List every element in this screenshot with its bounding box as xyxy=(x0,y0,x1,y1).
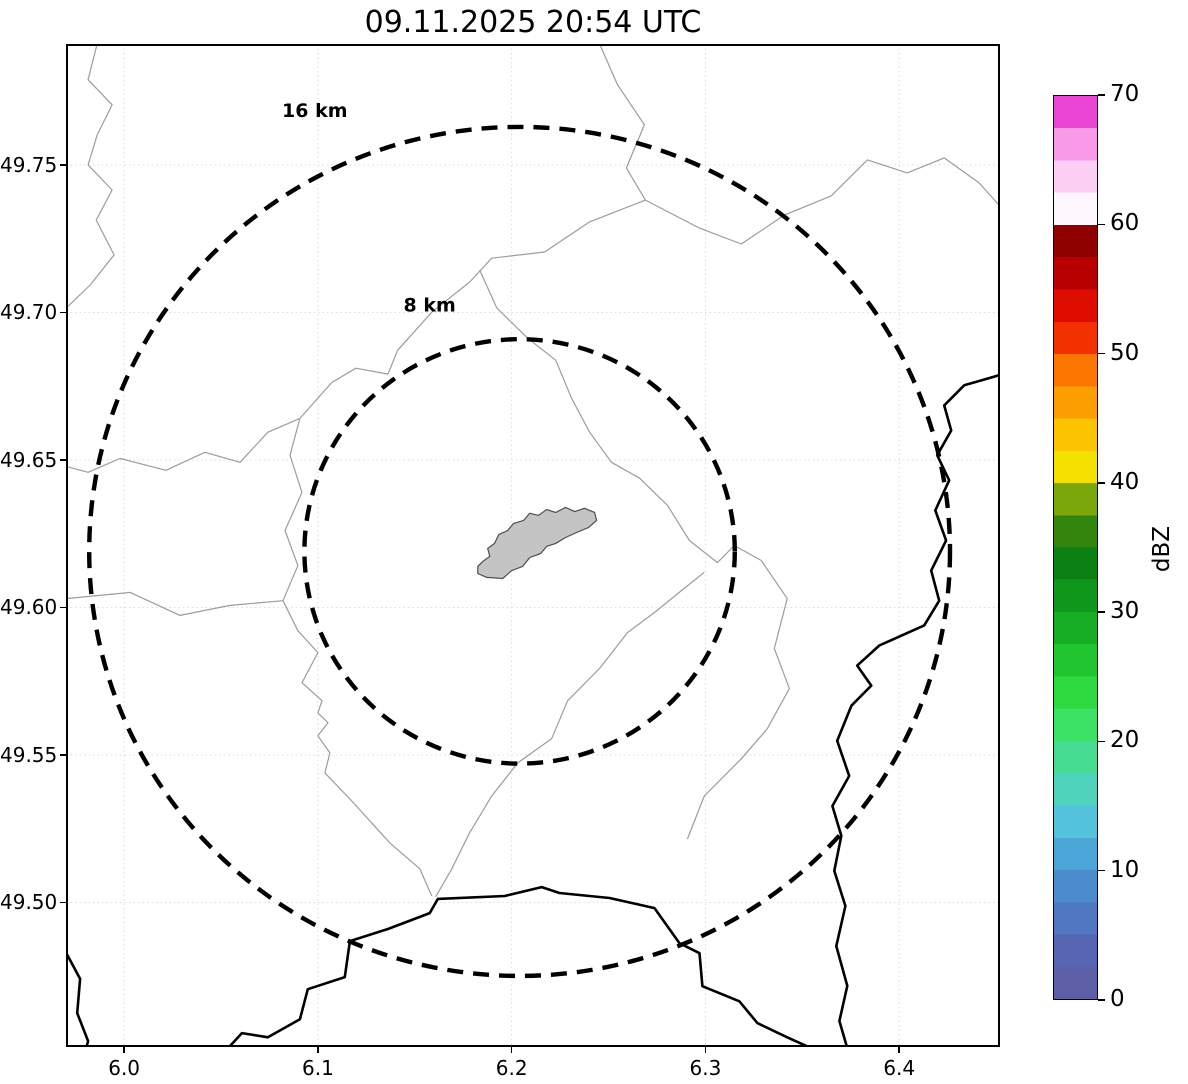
y-tick-label: 49.60 xyxy=(0,595,58,620)
colorbar-tick-mark xyxy=(1098,482,1105,484)
x-tick-label: 6.1 xyxy=(302,1056,334,1080)
colorbar-tick-mark xyxy=(1098,94,1105,96)
plot-border xyxy=(66,44,1000,1047)
x-tick-mark xyxy=(123,1047,125,1053)
x-tick-label: 6.3 xyxy=(689,1056,722,1080)
colorbar xyxy=(1053,95,1098,1000)
colorbar-tick-label: 40 xyxy=(1110,468,1140,495)
admin-border-line xyxy=(66,199,646,473)
country-border-line xyxy=(227,885,812,1047)
colorbar-tick-mark xyxy=(1098,740,1105,743)
colorbar-tick-label: 30 xyxy=(1110,598,1140,625)
y-tick-label: 49.65 xyxy=(0,447,58,472)
admin-border-line xyxy=(598,44,1000,245)
colorbar-unit-label: dBZ xyxy=(1149,525,1175,573)
colorbar-tick-mark xyxy=(1098,611,1105,613)
y-tick-label: 49.50 xyxy=(0,890,58,915)
country-border-line xyxy=(831,374,1000,1047)
admin-border-line xyxy=(66,591,284,617)
admin-border-line xyxy=(282,418,433,897)
colorbar-tick-mark xyxy=(1098,352,1105,355)
colorbar-tick-label: 0 xyxy=(1110,986,1125,1012)
range-ring-label: 8 km xyxy=(404,294,456,316)
admin-border-line xyxy=(435,571,705,898)
x-tick-mark xyxy=(704,1047,707,1053)
range-ring-8km xyxy=(302,337,738,766)
colorbar-tick-label: 70 xyxy=(1110,81,1140,107)
x-tick-label: 6.4 xyxy=(883,1056,916,1080)
colorbar-tick-label: 20 xyxy=(1110,727,1140,754)
y-tick-label: 49.70 xyxy=(0,300,58,325)
colorbar-tick-mark xyxy=(1098,869,1105,872)
admin-border-line xyxy=(479,269,791,840)
city-area-polygon xyxy=(477,506,598,580)
map-plot-area: 8 km 16 km xyxy=(66,44,1000,1047)
admin-border-line xyxy=(66,44,115,309)
chart-title: 09.11.2025 20:54 UTC xyxy=(364,5,702,40)
colorbar-tick-label: 50 xyxy=(1110,339,1140,366)
range-ring-label: 16 km xyxy=(282,100,348,122)
x-tick-mark xyxy=(898,1047,900,1053)
range-ring-16km xyxy=(87,124,953,979)
y-tick-mark xyxy=(60,754,66,756)
x-tick-label: 6.2 xyxy=(495,1056,528,1080)
y-tick-mark xyxy=(60,164,66,166)
y-tick-mark xyxy=(60,606,66,609)
y-tick-mark xyxy=(60,459,66,461)
country-border-line xyxy=(66,952,90,1047)
colorbar-tick-label: 60 xyxy=(1110,210,1140,237)
x-tick-mark xyxy=(317,1047,319,1053)
y-tick-mark xyxy=(60,311,66,314)
colorbar-tick-mark xyxy=(1098,999,1105,1001)
y-tick-mark xyxy=(60,901,66,904)
colorbar-tick-label: 10 xyxy=(1110,856,1140,883)
x-tick-label: 6.0 xyxy=(108,1056,141,1080)
y-tick-label: 49.55 xyxy=(0,742,58,767)
y-tick-label: 49.75 xyxy=(0,152,58,177)
x-tick-mark xyxy=(510,1047,513,1053)
colorbar-tick-mark xyxy=(1098,223,1105,226)
